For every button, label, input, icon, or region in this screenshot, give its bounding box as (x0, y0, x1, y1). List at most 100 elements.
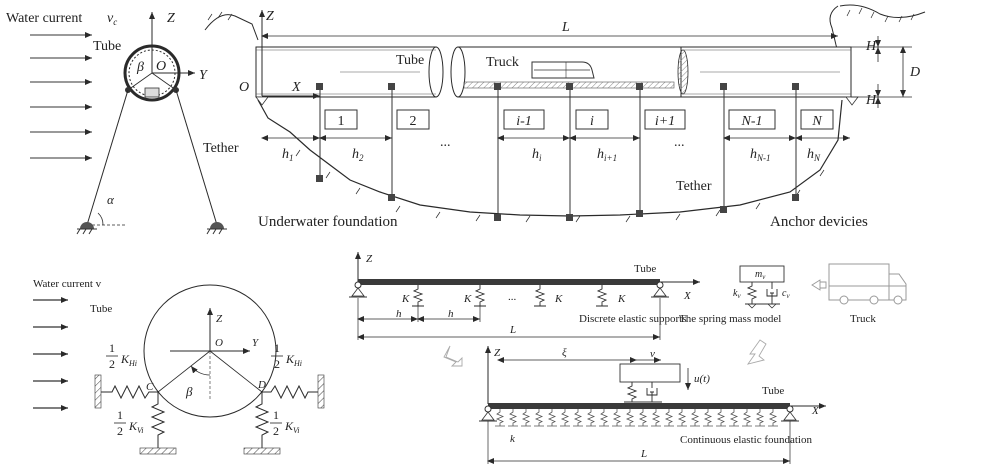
spring-h-left (101, 384, 158, 400)
left-bank (204, 14, 259, 41)
underwater-foundation-label: Underwater foundation (258, 214, 398, 230)
truck-label: Truck (486, 55, 519, 70)
truck-section (144, 87, 160, 98)
tether-label-profile: Tether (676, 179, 712, 194)
xi-label: ξ (562, 347, 567, 359)
foundation-spring (534, 409, 544, 427)
discrete-ellipsis: ... (508, 291, 517, 303)
ray-d (209, 350, 263, 393)
tether-nodes (316, 83, 799, 221)
bottom-cross-section: Water current v Tube Z Y O β C D (33, 278, 325, 455)
svg-text:2: 2 (109, 357, 115, 371)
tube-label-profile: Tube (396, 53, 424, 68)
kv-left-label: 1 2 KVi (114, 408, 144, 438)
continuous-length-label: L (640, 448, 647, 460)
ground-right (243, 447, 281, 455)
discrete-length-label: L (509, 324, 516, 336)
spacing-h-2: h (448, 308, 454, 320)
discrete-beam (358, 279, 660, 285)
ray-c (157, 350, 211, 393)
svg-text:KVi: KVi (284, 419, 300, 435)
kv-spring (746, 282, 758, 304)
foundation-spring (495, 409, 505, 427)
foundation-spring (768, 409, 778, 427)
spring-v-left (150, 392, 166, 448)
svg-text:1: 1 (274, 341, 280, 355)
svg-text:1: 1 (273, 408, 279, 422)
current-arrows (30, 32, 92, 161)
svg-text:KVi: KVi (128, 419, 144, 435)
foundation-k-label: k (510, 433, 516, 445)
tether-left (86, 89, 129, 226)
h-bottom-label: H (865, 93, 877, 108)
tether-label: Tether (203, 141, 239, 156)
discrete-tube-label: Tube (634, 263, 656, 275)
segment-i: i (590, 114, 594, 129)
right-bank (829, 5, 841, 61)
foundation-spring (586, 409, 596, 427)
spring-k-2: K (463, 293, 472, 305)
spring-k-1: K (401, 293, 410, 305)
svg-text:2: 2 (273, 424, 279, 438)
ground-left (139, 447, 177, 455)
foundation-spring (651, 409, 661, 427)
foundation-spring (703, 409, 713, 427)
ellipsis-1: ... (440, 135, 451, 150)
beta-label-bottom: β (185, 384, 193, 399)
svg-text:KHi: KHi (285, 352, 302, 368)
hn-label: hN (807, 147, 821, 163)
water-current-symbol: vc (107, 11, 117, 27)
truck-drawing (828, 263, 907, 305)
down-arrow-left (443, 345, 463, 367)
seabed (257, 99, 843, 217)
foundation-spring (677, 409, 687, 427)
profile-z-label: Z (266, 9, 274, 24)
point-d-label: D (257, 379, 266, 391)
beta-ray (127, 72, 153, 91)
water-current-v-label: Water current v (33, 278, 102, 290)
tube-label-bottom: Tube (90, 303, 112, 315)
truck-icon (531, 61, 595, 79)
foundation-spring (508, 409, 518, 427)
point-c-label: C (146, 381, 154, 393)
foundation-spring (690, 409, 700, 427)
foundation-spring (612, 409, 622, 427)
svg-text:2: 2 (274, 357, 280, 371)
foundation-springs (495, 409, 778, 427)
profile-x-label: X (291, 80, 301, 95)
spacing-h-1: h (396, 308, 402, 320)
profile-origin-label: O (239, 80, 249, 95)
beta-label: β (136, 60, 144, 75)
foundation-spring (560, 409, 570, 427)
foundation-spring (599, 409, 609, 427)
discrete-model: Z X Tube K K ... K K (349, 252, 700, 340)
bottom-y-label: Y (252, 337, 260, 349)
segment-i-1: i-1 (516, 114, 532, 129)
discrete-x-label: X (683, 290, 692, 302)
kv-right-label: 1 2 KVi (270, 408, 300, 438)
beta-arc-bottom (190, 365, 211, 376)
alpha-label: α (107, 192, 115, 207)
tube-label: Tube (93, 39, 121, 54)
down-arrow-right (746, 339, 767, 365)
h2-label: h2 (352, 147, 364, 163)
mass-box (739, 265, 785, 283)
foundation-spring (755, 409, 765, 427)
anchor-left (76, 222, 97, 235)
top-profile: L Tube Truck Z X O (204, 4, 926, 230)
foundation-spring (547, 409, 557, 427)
tube-body (255, 46, 852, 98)
segment-n-1: N-1 (741, 114, 763, 129)
discrete-z-label: Z (366, 253, 373, 265)
foundation-spring (664, 409, 674, 427)
cv-label: cv (782, 288, 790, 300)
z-label: Z (167, 11, 175, 26)
continuous-beam (488, 403, 790, 409)
foundation-spring (625, 409, 635, 427)
foundation-spring (573, 409, 583, 427)
continuous-x-label: X (811, 405, 820, 417)
segment-i+1: i+1 (655, 114, 675, 129)
discrete-dimensions (357, 298, 661, 340)
velocity-label: v (650, 348, 655, 360)
anchor-devices-label: Anchor devicies (770, 214, 868, 230)
